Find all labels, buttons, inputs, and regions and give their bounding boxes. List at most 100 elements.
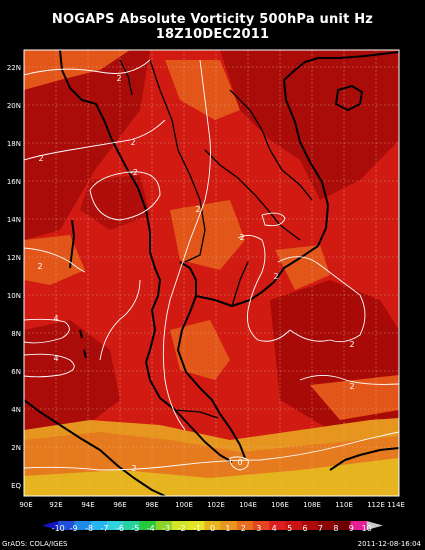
borders (119, 59, 313, 419)
contour-label: 2 (349, 340, 354, 349)
lat-label: 4N (11, 406, 21, 414)
lon-label: 102E (207, 501, 225, 509)
lat-label: 14N (7, 216, 21, 224)
colorbar-label: 4 (272, 524, 277, 533)
contour-label: 2 (130, 138, 135, 147)
colorbar-swatch (236, 521, 254, 530)
lat-label: 22N (7, 64, 21, 72)
colorbar-swatch (334, 521, 351, 530)
coast-borneo (329, 447, 399, 471)
contour-label: -2 (130, 168, 138, 177)
credit-right: 2011-12-08-16:04 (357, 540, 421, 548)
colorbar-label: 1 (225, 524, 230, 533)
contours (24, 59, 399, 471)
map-title-line2: 18Z10DEC2011 (155, 27, 270, 42)
colorbar-label: -1 (193, 524, 201, 533)
colorbar-swatch (350, 521, 368, 530)
colorbar-label: 7 (318, 524, 323, 533)
lon-label: 104E (239, 501, 257, 509)
coast-sumatra (24, 399, 166, 496)
colorbar-swatch (106, 521, 124, 530)
lat-label: 18N (7, 140, 21, 148)
field-dark-patch (80, 175, 150, 230)
field-dark-patch (24, 320, 120, 440)
field-orange-patch (24, 50, 130, 90)
colorbar-swatch (123, 521, 140, 530)
colorbar-label: 10 (362, 524, 372, 533)
colorbar-label: 0 (210, 524, 215, 533)
lat-label: 8N (11, 330, 21, 338)
field-orange-patch (24, 235, 85, 285)
map-frame (23, 49, 400, 497)
contour-label: 2 (131, 464, 136, 473)
colorbar-label: -2 (178, 524, 186, 533)
lat-label: 20N (7, 102, 21, 110)
field-orange-patch (170, 320, 230, 380)
colorbar-label: -10 (52, 524, 65, 533)
lat-label: 12N (7, 254, 21, 262)
colorbar-label: 5 (287, 524, 292, 533)
colorbar-swatch (220, 521, 238, 530)
lon-label: 100E (175, 501, 193, 509)
colorbar-swatch (253, 521, 270, 530)
colorbar-swatch (155, 521, 173, 530)
contour-label: 0 (237, 458, 242, 467)
field-orange-patch (170, 200, 245, 270)
contour-label: 2 (349, 382, 354, 391)
coast-hainan (335, 85, 363, 111)
coast-thai-malay-peninsula (145, 361, 233, 463)
colorbar-label: -3 (162, 524, 170, 533)
colorbar-label: -9 (70, 524, 78, 533)
lon-label: 98E (145, 501, 158, 509)
map-title-line1: NOGAPS Absolute Vorticity 500hPa unit Hz (51, 12, 374, 27)
colorbar-label: 8 (333, 524, 338, 533)
colorbar-swatch (58, 521, 75, 530)
contour-label: 2 (38, 154, 43, 163)
colorbar-arrow-left (42, 521, 59, 530)
lon-label: 108E (303, 501, 321, 509)
colorbar-label: -6 (116, 524, 124, 533)
lat-label: EQ (11, 482, 21, 490)
field-dark-patch (24, 50, 150, 240)
lon-label: 92E (49, 501, 62, 509)
lon-label: 96E (113, 501, 126, 509)
colorbar-swatch (318, 521, 335, 530)
lon-label: 94E (81, 501, 94, 509)
colorbar-swatch (171, 521, 189, 530)
colorbar-swatch (269, 521, 286, 530)
field-orange-patch (275, 245, 330, 290)
colorbar-label: 9 (349, 524, 354, 533)
colorbar-arrow-right (366, 521, 383, 530)
colorbar-label: 6 (303, 524, 308, 533)
lon-label: 112E (367, 501, 385, 509)
colorbar-swatch (301, 521, 319, 530)
coast-andaman-islands (69, 219, 75, 269)
contour-label: 2 (239, 233, 244, 242)
credit-left: GrADS: COLA/IGES (2, 540, 68, 548)
lat-label: 2N (11, 444, 21, 452)
lat-label: 16N (7, 178, 21, 186)
coast-bangladesh-myanmar (59, 50, 161, 363)
colorbar-swatch (74, 521, 92, 530)
colorbar-label: -7 (101, 524, 109, 533)
contour-label: 2 (195, 205, 200, 214)
contour-label: 2 (37, 262, 42, 271)
lat-label: 10N (7, 292, 21, 300)
colorbar-label: -5 (131, 524, 139, 533)
coast-cambodia-vietnam (195, 51, 399, 307)
colorbar-swatch (285, 521, 303, 530)
coastlines (24, 50, 399, 496)
colorbar-label: 2 (241, 524, 246, 533)
colorbar-swatch (188, 521, 205, 530)
lon-label: 106E (271, 501, 289, 509)
coast-nicobar-islands (79, 329, 87, 359)
colorbar-swatch (139, 521, 156, 530)
longitude-labels: 90E 92E 94E 96E 98E 100E 102E 104E 106E … (19, 501, 405, 509)
contour-label: 2 (273, 272, 278, 281)
lon-label: 114E (387, 501, 405, 509)
lon-label: 110E (335, 501, 353, 509)
contour-label: 4 (53, 354, 58, 363)
lon-label: 90E (19, 501, 32, 509)
contour-label: 2 (116, 74, 121, 83)
